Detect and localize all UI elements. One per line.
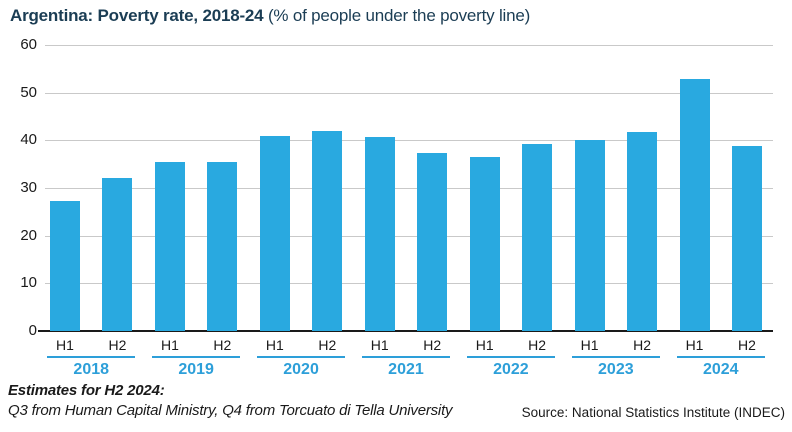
year-label-2023: 2023 [598, 361, 634, 378]
gridline-60 [45, 45, 773, 46]
bar-h1-2018 [50, 200, 80, 331]
bar-h1-2023 [574, 139, 605, 331]
half-year-label-h1-2021: H1 [370, 337, 389, 353]
half-year-label-h1-2022: H1 [475, 337, 494, 353]
year-label-2018: 2018 [73, 361, 110, 378]
bar-h1-2022 [469, 157, 500, 331]
bar-h2-2023 [627, 132, 658, 331]
bar-h2-2020 [312, 130, 343, 331]
half-year-label-h1-2018: H1 [56, 337, 74, 353]
y-axis-label-20: 20 [20, 226, 37, 244]
half-year-label-h2-2024: H2 [738, 337, 756, 353]
gridline-40 [45, 140, 773, 142]
bar-h2-2021 [417, 153, 448, 331]
plot-area: 0 10 20 30 40 50 60 H1 H2 H1 H2 H1 H2 H1 H2 H1 H2 H1 H2 H1 H… [20, 36, 773, 378]
half-year-label-h2-2023: H2 [633, 337, 651, 353]
bar-h2-2022 [522, 144, 553, 331]
gridline-50 [45, 92, 773, 94]
gridline-20 [45, 235, 773, 237]
source-credit: Source: National Statistics Institute (I… [521, 405, 785, 420]
half-year-label-h1-2023: H1 [580, 337, 599, 353]
year-label-2024: 2024 [702, 361, 739, 378]
half-year-label-h2-2019: H2 [213, 337, 232, 353]
half-year-label-h2-2022: H2 [528, 337, 547, 353]
year-label-2022: 2022 [493, 361, 529, 378]
bar-h2-2019 [207, 161, 238, 331]
bar-h1-2021 [364, 137, 395, 331]
half-year-label-h1-2024: H1 [685, 337, 704, 353]
half-year-label-h1-2019: H1 [160, 337, 179, 353]
year-underline-2021 [361, 356, 451, 358]
y-axis-label-40: 40 [20, 131, 37, 149]
chart-title-subtitle: (% of people under the poverty line) [263, 6, 531, 25]
x-axis-line [38, 330, 773, 332]
chart-title-main: Argentina: Poverty rate, 2018-24 [10, 6, 264, 25]
chart-title: Argentina: Poverty rate, 2018-24 (% of p… [10, 5, 530, 27]
year-label-2021: 2021 [388, 361, 424, 378]
y-axis-label-10: 10 [20, 274, 37, 292]
y-axis-label-0: 0 [28, 322, 37, 339]
y-axis-label-60: 60 [20, 36, 37, 53]
gridline-30 [45, 188, 773, 189]
gridline-10 [45, 283, 773, 285]
half-year-label-h2-2021: H2 [423, 337, 442, 353]
year-label-2020: 2020 [283, 361, 319, 378]
year-underline-2020 [256, 356, 346, 358]
half-year-label-h1-2020: H1 [265, 337, 284, 353]
bar-h1-2019 [154, 162, 185, 331]
footnote-heading: Estimates for H2 2024: [8, 382, 165, 399]
year-underline-2023 [571, 356, 661, 358]
half-year-label-h2-2018: H2 [108, 337, 127, 353]
y-axis-label-30: 30 [20, 179, 37, 196]
year-underline-2018 [47, 356, 136, 358]
footnote-detail: Q3 from Human Capital Ministry, Q4 from … [8, 402, 453, 419]
bar-h1-2020 [259, 136, 290, 331]
half-year-label-h2-2020: H2 [318, 337, 337, 353]
bar-h2-2024 [731, 145, 762, 331]
year-underline-2024 [676, 356, 765, 358]
bar-h2-2018 [102, 178, 133, 331]
y-axis-label-50: 50 [20, 83, 37, 101]
year-label-2019: 2019 [178, 361, 214, 378]
year-underline-2019 [151, 356, 241, 358]
bar-h1-2024 [679, 78, 710, 331]
year-underline-2022 [466, 356, 556, 358]
